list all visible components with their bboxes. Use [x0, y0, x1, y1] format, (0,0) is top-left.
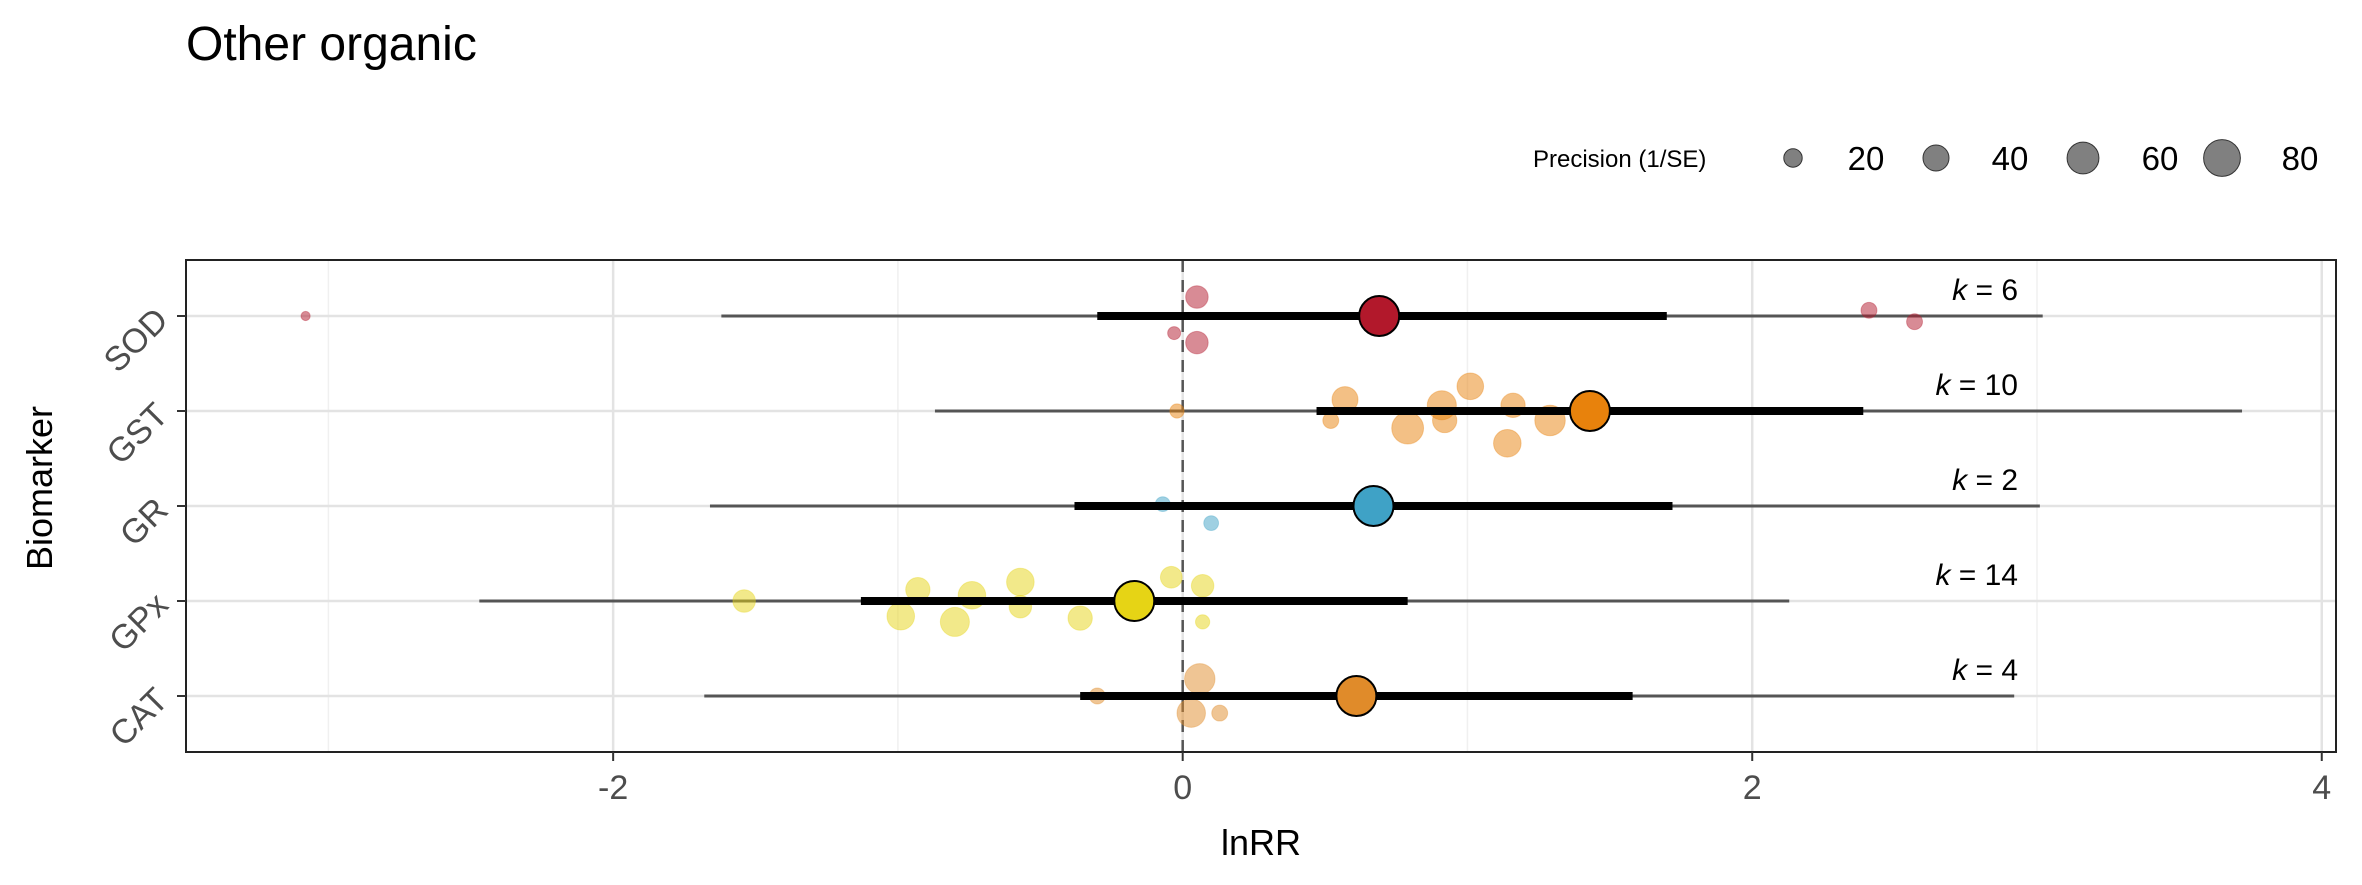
effect-size-point: [1211, 704, 1229, 722]
effect-size-point: [1176, 698, 1206, 728]
x-tick-label: 2: [1743, 769, 1762, 807]
legend-size-key: [2066, 141, 2100, 175]
y-tick-label: GR: [113, 491, 176, 554]
plot-area: k = 6 k = 10 k = 2 k = 14 k = 4 -2 0 2 4 SOD GST GR…: [97, 259, 2337, 807]
effect-size-point: [1185, 330, 1209, 355]
effect-size-point: [1203, 515, 1220, 532]
effect-size-point: [300, 310, 311, 322]
k-label: k = 10: [1935, 369, 2018, 402]
effect-size-point: [1195, 614, 1211, 630]
legend: Precision (1/SE) 20 40 60 80: [1533, 139, 2319, 177]
y-tick-label: CAT: [102, 681, 175, 754]
series-gr: k = 2: [709, 464, 2040, 532]
pooled-estimate: [1113, 580, 1156, 622]
effect-size-point: [1493, 429, 1522, 458]
series-gpx: k = 14: [479, 559, 2018, 637]
y-axis-title: Biomarker: [19, 406, 60, 570]
effect-size-point: [1167, 326, 1182, 341]
legend-size-label: 60: [2142, 140, 2179, 177]
k-label: k = 14: [1935, 559, 2018, 592]
legend-size-label: 80: [2282, 140, 2319, 177]
k-label: k = 4: [1952, 654, 2018, 687]
effect-size-point: [1169, 403, 1185, 419]
effect-size-point: [1906, 313, 1924, 331]
effect-size-point: [1190, 574, 1215, 598]
effect-size-point: [939, 606, 970, 637]
series-sod: k = 6: [300, 274, 2043, 355]
effect-size-point: [732, 589, 756, 613]
pooled-estimate: [1335, 675, 1378, 717]
effect-size-point: [1456, 372, 1485, 401]
legend-size-label: 40: [1992, 140, 2029, 177]
legend-size-key: [2203, 139, 2241, 177]
x-tick-label: -2: [598, 769, 628, 807]
pooled-estimate: [1352, 485, 1395, 527]
effect-size-point: [1184, 663, 1216, 695]
legend-size-label: 20: [1848, 140, 1885, 177]
pooled-estimate: [1568, 390, 1611, 432]
k-label: k = 2: [1952, 464, 2018, 497]
x-axis-title: lnRR: [1221, 822, 1301, 863]
effect-size-point: [1860, 301, 1878, 319]
y-tick-label: GST: [99, 396, 175, 472]
effect-size-point: [1067, 605, 1093, 631]
effect-size-point: [886, 601, 916, 631]
y-tick-label: GPx: [102, 586, 176, 660]
pooled-estimate: [1358, 295, 1401, 337]
legend-size-key: [1783, 148, 1803, 168]
effect-size-point: [1006, 567, 1035, 597]
legend-size-key: [1922, 144, 1950, 172]
series-cat: k = 4: [704, 654, 2018, 728]
x-tick-label: 4: [2312, 769, 2331, 807]
effect-size-point: [1159, 565, 1183, 589]
effect-size-point: [1185, 285, 1209, 309]
legend-title: Precision (1/SE): [1533, 146, 1706, 173]
series-gst: k = 10: [934, 369, 2243, 458]
chart-title: Other organic: [186, 18, 477, 71]
effect-size-point: [1391, 411, 1425, 445]
k-label: k = 6: [1952, 274, 2018, 307]
y-tick-label: SOD: [97, 301, 176, 380]
x-tick-label: 0: [1173, 769, 1192, 807]
